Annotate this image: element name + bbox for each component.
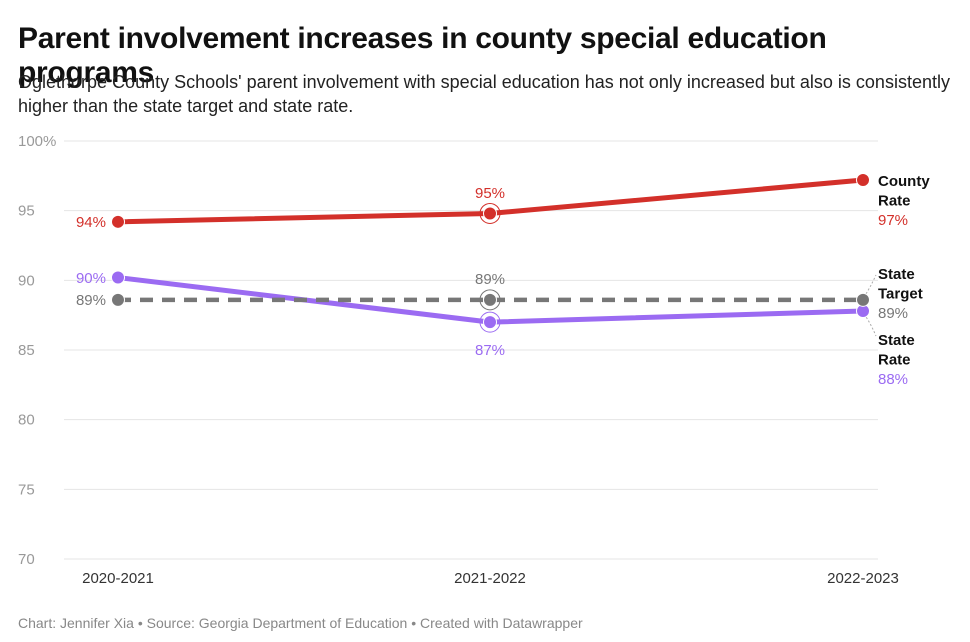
target-data-point xyxy=(856,292,870,307)
state-series-name: State xyxy=(878,332,915,349)
county-point-highlight-ring xyxy=(479,202,501,224)
y-tick-label: 85 xyxy=(18,342,35,359)
y-tick-label: 75 xyxy=(18,481,35,498)
chart-credit: Chart: Jennifer Xia • Source: Georgia De… xyxy=(18,615,583,631)
y-tick-label: 90 xyxy=(18,272,35,289)
x-tick-label: 2020-2021 xyxy=(82,570,154,587)
county-value-label: 95% xyxy=(475,185,505,202)
target-data-point xyxy=(483,292,497,307)
state-data-point xyxy=(111,270,125,285)
target-point-highlight-ring xyxy=(479,289,501,311)
target-value-label: 89% xyxy=(475,271,505,288)
county-series-name: County xyxy=(878,173,930,190)
state-value-label: 87% xyxy=(475,342,505,359)
y-tick-label: 70 xyxy=(18,551,35,568)
state-end-value-label: 88% xyxy=(878,371,908,388)
state-data-point xyxy=(483,315,497,330)
county-series-name: Rate xyxy=(878,193,911,210)
x-tick-label: 2022-2023 xyxy=(827,570,899,587)
county-value-label: 94% xyxy=(76,214,106,231)
target-series-name: State xyxy=(878,266,915,283)
county-data-point xyxy=(856,173,870,188)
county-data-point xyxy=(483,206,497,221)
target-end-value-label: 89% xyxy=(878,305,908,322)
y-tick-label: 100% xyxy=(18,133,56,150)
state-point-highlight-ring xyxy=(479,311,501,333)
y-tick-label: 95 xyxy=(18,203,35,220)
state-series-name: Rate xyxy=(878,352,911,369)
target-series-name: Target xyxy=(878,286,923,303)
line-chart: 100% 95 90 85 80 75 70 2020-2021 2021-2022 2022-2… xyxy=(18,133,930,587)
y-tick-label: 80 xyxy=(18,412,35,429)
target-value-label: 89% xyxy=(76,292,106,309)
x-tick-label: 2021-2022 xyxy=(454,570,526,587)
target-data-point xyxy=(111,292,125,307)
state-value-label: 90% xyxy=(76,270,106,287)
chart-subtitle: Oglethorpe County Schools' parent involv… xyxy=(18,72,950,116)
chart-title: Parent involvement increases in county s… xyxy=(18,22,827,89)
county-data-point xyxy=(111,214,125,229)
county-end-value-label: 97% xyxy=(878,212,908,229)
